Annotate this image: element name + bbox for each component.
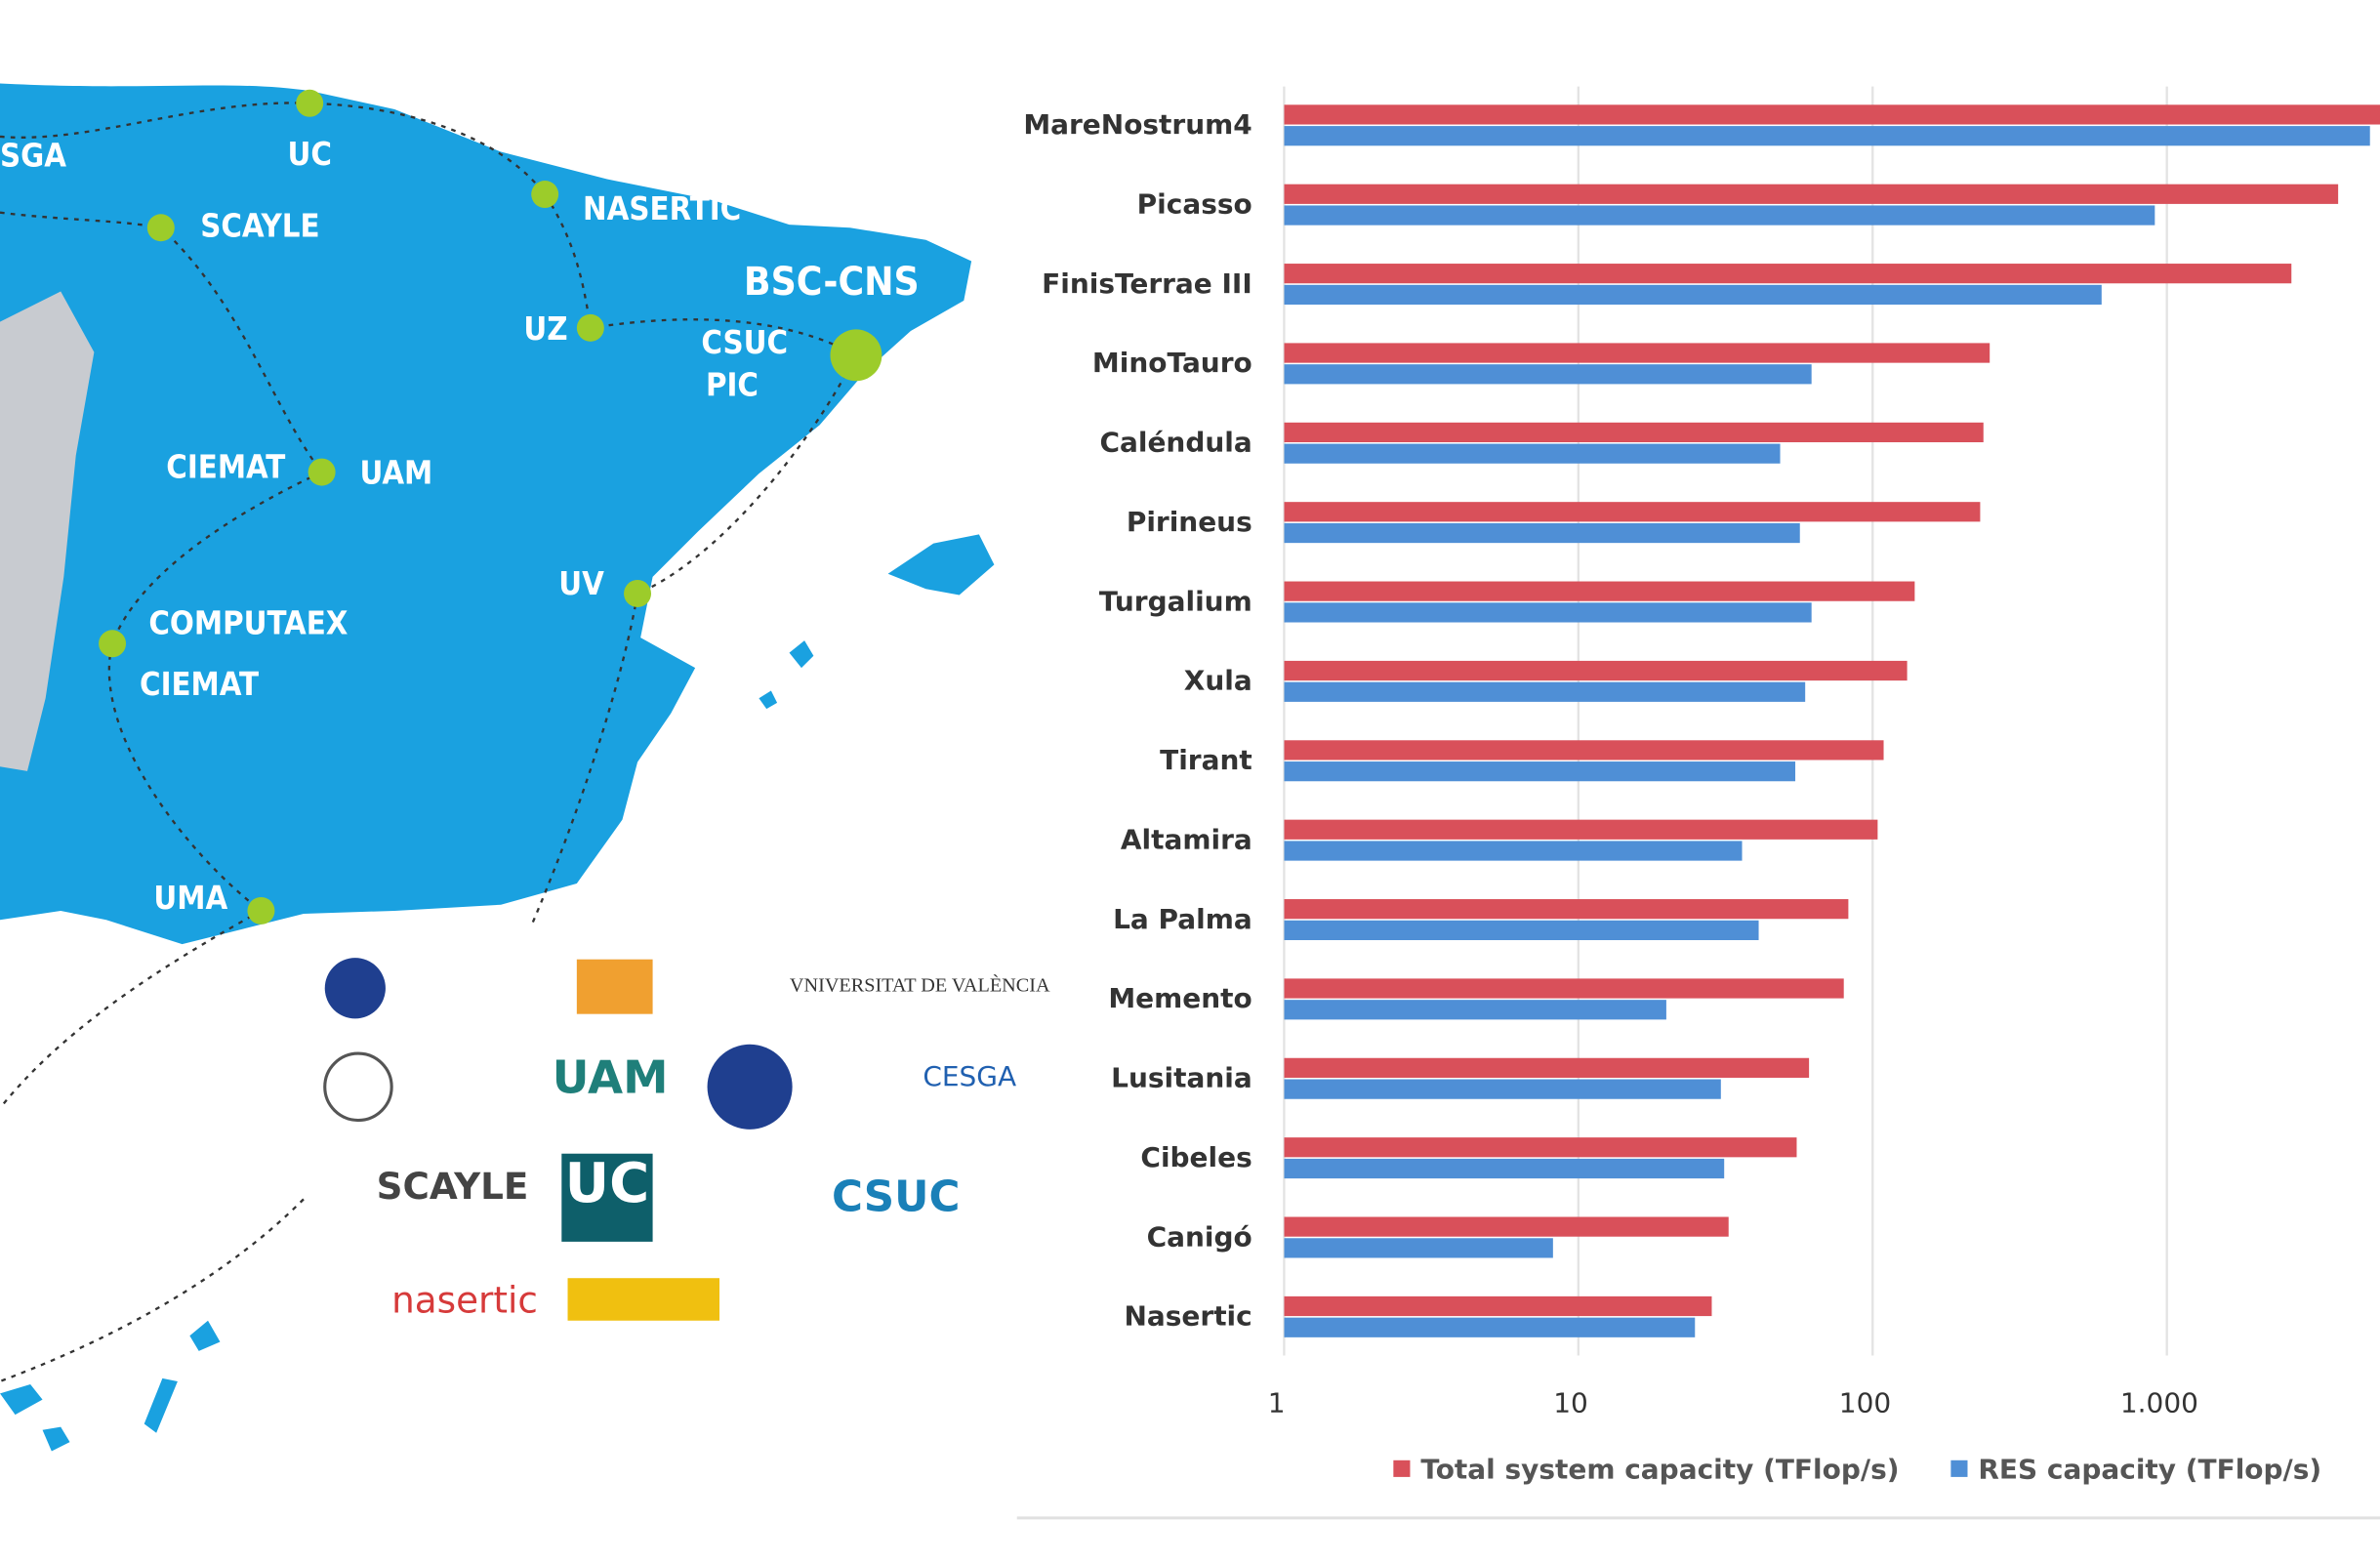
logo-icon <box>707 1044 793 1130</box>
logo-text: CESGA <box>923 1060 1016 1092</box>
y-tick-label: Picasso <box>1137 187 1252 220</box>
bar <box>1284 1317 1696 1337</box>
bar <box>1284 761 1796 782</box>
y-tick-label: Pirineus <box>1127 506 1252 538</box>
node-label: SGA <box>0 138 66 175</box>
bar <box>1284 978 1844 999</box>
node-label: UZ <box>523 310 567 348</box>
bar <box>1284 1000 1666 1020</box>
y-tick-label: FinisTerrae III <box>1042 267 1252 300</box>
node-label: CSUC <box>701 324 788 361</box>
y-tick-label: Xula <box>1184 665 1252 697</box>
legend-swatch <box>1950 1459 1968 1477</box>
y-tick-label: MareNostrum4 <box>1023 108 1252 141</box>
logo-text: SCAYLE <box>377 1165 529 1208</box>
node-label: UC <box>287 136 331 173</box>
logo-text: nasertic <box>391 1279 538 1322</box>
bar <box>1284 1158 1725 1179</box>
node-label: BSC-CNS <box>744 258 920 305</box>
node-label: SCAYLE <box>200 207 319 244</box>
x-tick-label: 1.000 <box>2120 1386 2198 1418</box>
bar <box>1284 443 1781 464</box>
bar <box>1284 602 1812 623</box>
x-tick-label: 1 <box>1268 1386 1286 1418</box>
bar <box>1284 920 1759 940</box>
logo-text: CSUC <box>832 1172 960 1221</box>
x-tick-label: 10 <box>1553 1386 1588 1418</box>
bar <box>1284 364 1812 385</box>
logo-icon <box>324 958 386 1019</box>
node-label: UV <box>558 565 604 602</box>
bar <box>1284 660 1908 681</box>
logo-icon <box>567 1278 719 1321</box>
x-tick-label: 100 <box>1839 1386 1891 1418</box>
logo-text: VNIVERSITAT DE VALÈNCIA <box>790 973 1050 996</box>
y-tick-label: Tirant <box>1160 744 1252 776</box>
y-tick-label: MinoTauro <box>1092 347 1252 379</box>
bars <box>1284 104 2380 1337</box>
logos: UAM UC SCAYLE CESGA CSUC nasertic VNIVER… <box>323 958 1050 1322</box>
node-label: CIEMAT <box>140 666 259 703</box>
bar <box>1284 343 1990 363</box>
legend-label: RES capacity (TFlop/s) <box>1978 1454 2321 1486</box>
logo-icon <box>561 1153 653 1242</box>
bar <box>1284 1216 1729 1237</box>
logo-text: UAM <box>553 1051 669 1104</box>
node-label: UAM <box>359 455 432 492</box>
y-tick-label: Cibeles <box>1140 1141 1252 1173</box>
legend-swatch <box>1393 1459 1411 1477</box>
legend-label: Total system capacity (TFlop/s) <box>1420 1454 1899 1486</box>
bar <box>1284 184 2339 204</box>
bar <box>1284 104 2380 125</box>
bar <box>1284 126 2370 146</box>
network-links <box>0 102 857 1383</box>
node-label: UMA <box>153 880 227 917</box>
logo-icon <box>576 959 653 1014</box>
node-label: COMPUTAEX <box>148 605 348 642</box>
bar <box>1284 502 1981 522</box>
portugal-shape <box>0 291 95 771</box>
y-tick-label: La Palma <box>1113 903 1252 935</box>
node-label: NASERTIC <box>583 190 741 227</box>
balearic-islands <box>759 534 995 710</box>
y-tick-label: Altamira <box>1121 823 1252 855</box>
y-tick-label: Canigó <box>1147 1220 1252 1253</box>
y-tick-label: Turgalium <box>1099 585 1252 617</box>
network-nodes <box>99 89 882 925</box>
bar <box>1284 205 2155 226</box>
bar <box>1284 740 1884 760</box>
logo-text: UC <box>565 1152 650 1215</box>
bar <box>1284 1079 1721 1099</box>
node-label: PIC <box>706 367 759 404</box>
y-tick-label: Lusitania <box>1111 1062 1252 1094</box>
y-tick-label: Memento <box>1108 982 1252 1014</box>
bar <box>1284 264 2292 284</box>
canary-islands <box>0 1320 221 1452</box>
spain-shape <box>0 83 972 945</box>
bar <box>1284 841 1743 861</box>
chart: 1 10 100 1.000 MareNostrum4 Picasso FinisTerra… <box>1023 86 2380 1486</box>
bar <box>1284 1238 1553 1258</box>
node-label: CIEMAT <box>166 448 285 485</box>
y-tick-label: Nasertic <box>1125 1300 1252 1333</box>
bar <box>1284 581 1915 601</box>
bar <box>1284 522 1800 544</box>
bar <box>1284 819 1878 840</box>
map: SGA UC SCAYLE NASERTIC BSC-CNS UZ CSUC P… <box>0 83 995 1452</box>
bar <box>1284 899 1849 920</box>
logo-icon <box>323 1051 393 1123</box>
y-tick-label: Caléndula <box>1099 427 1252 459</box>
bar <box>1284 681 1806 702</box>
bar <box>1284 1137 1797 1158</box>
bar <box>1284 1295 1712 1317</box>
bar <box>1284 1057 1810 1078</box>
bar <box>1284 284 2102 306</box>
bar <box>1284 422 1984 443</box>
